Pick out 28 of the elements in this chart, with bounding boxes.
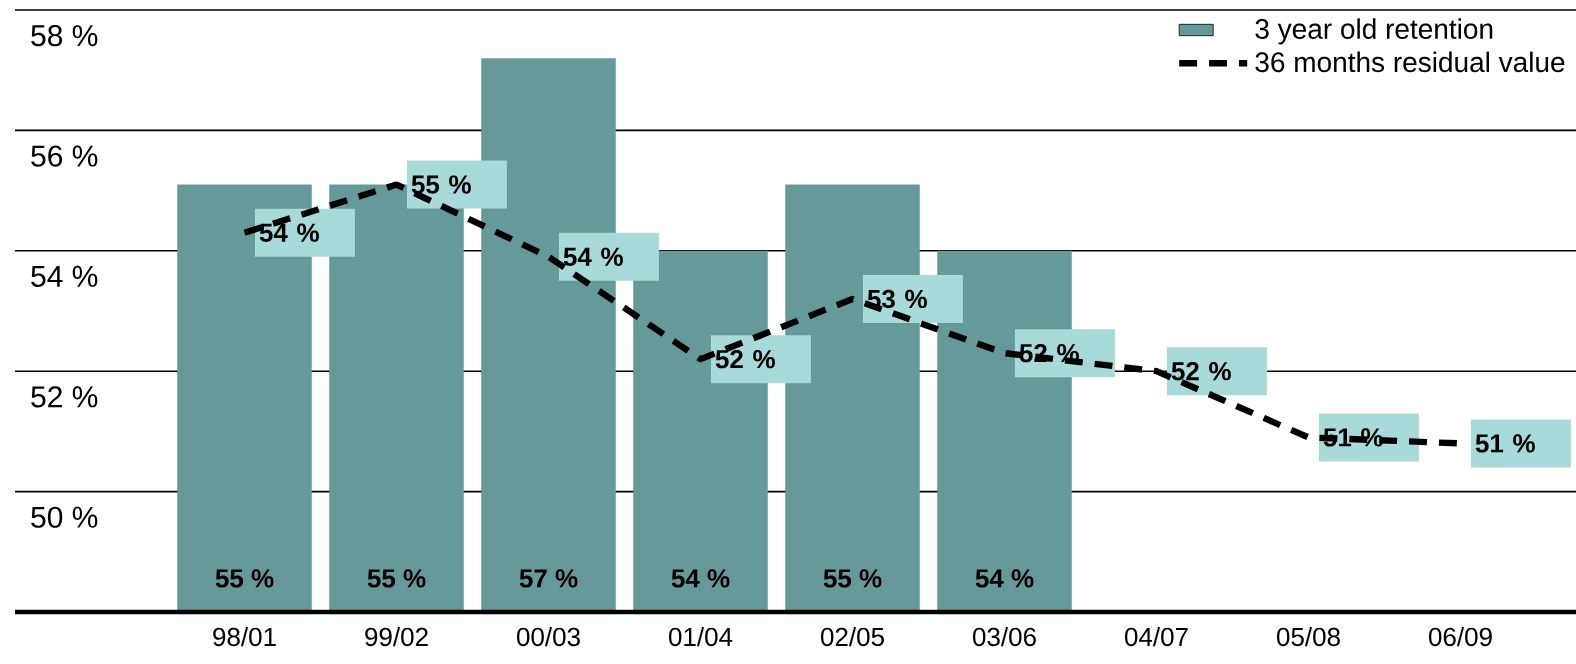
x-tick-label: 01/04 [669, 627, 733, 647]
data-label: 57 % [519, 569, 578, 588]
y-tick-label: 54 % [31, 265, 98, 287]
legend-label: 3 year old retention [1255, 18, 1493, 45]
y-tick-label: 50 % [31, 506, 98, 528]
data-label: 54 % [259, 223, 319, 242]
data-label: 55 % [367, 569, 426, 588]
x-tick-label: 02/05 [821, 627, 884, 647]
data-label: 55 % [215, 569, 274, 588]
data-label: 52 % [1171, 361, 1231, 381]
x-tick-label: 99/02 [365, 627, 428, 647]
y-tick-label: 56 % [31, 145, 98, 167]
x-tick-label: 00/03 [517, 627, 580, 647]
data-label: 55 % [823, 569, 882, 588]
x-tick-label: 04/07 [1125, 627, 1188, 647]
x-tick-label: 98/01 [213, 627, 276, 647]
legend-label: 36 months residual value [1255, 51, 1565, 73]
data-label: 54 % [563, 247, 623, 266]
y-tick-label: 58 % [31, 25, 98, 47]
data-label: 51 % [1475, 434, 1535, 453]
data-label: 52 % [715, 349, 775, 369]
y-tick-label: 52 % [31, 386, 98, 408]
data-label: 55 % [411, 175, 471, 194]
data-label: 54 % [975, 569, 1034, 588]
x-tick-label: 05/08 [1277, 627, 1340, 647]
data-label: 54 % [671, 569, 730, 588]
x-tick-label: 06/09 [1429, 627, 1492, 647]
x-tick-label: 03/06 [973, 627, 1036, 647]
